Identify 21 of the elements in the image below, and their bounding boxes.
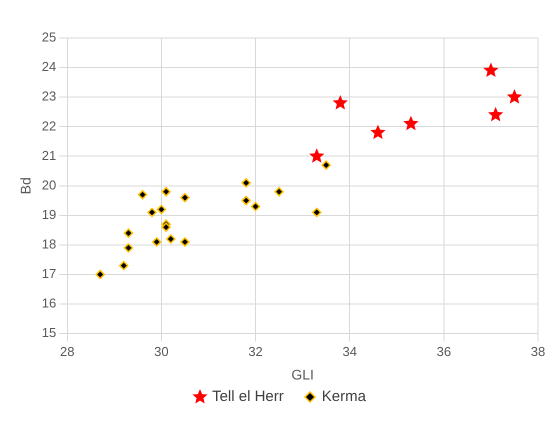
x-tick-label: 30 (154, 344, 169, 359)
y-tick-label: 16 (42, 296, 56, 311)
y-tick-label: 24 (42, 59, 56, 74)
y-tick-label: 20 (42, 177, 56, 192)
x-tick-label: 38 (530, 344, 546, 359)
y-tick-label: 22 (42, 118, 56, 134)
y-tick-label: 19 (42, 206, 56, 222)
y-tick-label: 23 (42, 88, 56, 104)
y-tick-label: 18 (42, 236, 56, 252)
x-tick-label: 32 (248, 344, 263, 359)
legend-label: Tell el Herr (212, 388, 284, 405)
y-axis-title: Bd (17, 177, 34, 194)
x-tick-label: 34 (342, 344, 357, 359)
legend-label: Kerma (322, 388, 366, 405)
x-tick-label: 28 (60, 344, 74, 359)
y-tick-label: 17 (42, 266, 56, 282)
x-axis-title: GLI (291, 366, 314, 382)
y-tick-label: 15 (42, 325, 56, 340)
x-tick-label: 36 (436, 344, 452, 359)
y-tick-label: 21 (42, 148, 56, 163)
y-tick-label: 25 (42, 30, 56, 45)
